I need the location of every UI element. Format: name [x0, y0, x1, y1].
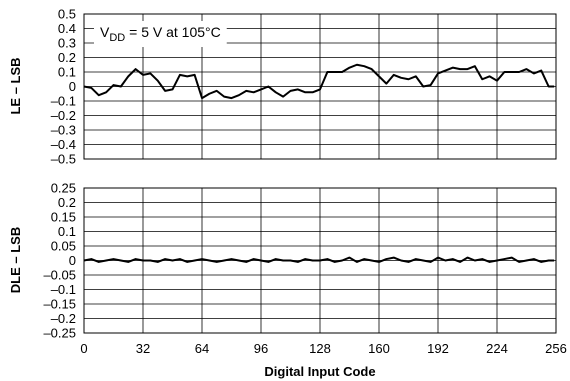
annotation-suffix: = 5 V at 105°C: [125, 24, 221, 40]
x-tick-label: 224: [486, 341, 508, 356]
y-tick-label: 0: [69, 79, 76, 94]
x-tick-label: 160: [368, 341, 390, 356]
y-tick-label: –0.05: [43, 268, 76, 283]
y-tick-label: 0.1: [58, 224, 76, 239]
y-tick-label: –0.25: [43, 326, 76, 341]
annotation-subscript: DD: [109, 32, 125, 44]
y-tick-label: –0.3: [51, 123, 76, 138]
x-tick-label: 96: [254, 341, 268, 356]
dle-series-line: [83, 256, 555, 263]
x-tick-label: 256: [545, 341, 567, 356]
le-chart-panel: 0.50.40.30.20.10–0.1–0.2–0.3–0.4–0.5 VDD…: [8, 7, 557, 167]
y-tick-label: –0.15: [43, 297, 76, 312]
y-tick-label: 0.15: [51, 210, 76, 225]
le-y-axis-label: LE – LSB: [8, 57, 23, 114]
le-annotation-box: VDD = 5 V at 105°C: [94, 21, 227, 47]
x-tick-label: 192: [427, 341, 449, 356]
y-tick-label: 0.5: [58, 7, 76, 22]
y-tick-label: –0.1: [51, 282, 76, 297]
y-tick-label: –0.2: [51, 108, 76, 123]
y-tick-label: –0.1: [51, 94, 76, 109]
y-tick-label: 0.3: [58, 36, 76, 51]
y-tick-label: –0.2: [51, 311, 76, 326]
y-tick-label: 0.05: [51, 239, 76, 254]
dle-chart-panel: 0.250.20.150.10.050–0.05–0.1–0.15–0.2–0.…: [8, 181, 567, 380]
dle-x-ticks: 0 32 64 96 128 160 192 224 256: [80, 341, 566, 356]
y-tick-label: –0.5: [51, 152, 76, 167]
x-tick-label: 64: [195, 341, 209, 356]
le-annotation-background: [94, 21, 227, 47]
y-tick-label: 0.4: [58, 21, 76, 36]
y-tick-label: 0.2: [58, 195, 76, 210]
y-tick-label: 0: [69, 253, 76, 268]
le-y-ticks: 0.50.40.30.20.10–0.1–0.2–0.3–0.4–0.5: [51, 7, 76, 167]
le-series-line: [83, 63, 555, 100]
y-tick-label: –0.4: [51, 137, 76, 152]
annotation-prefix: V: [100, 24, 110, 40]
dle-y-axis-label: DLE – LSB: [8, 227, 23, 293]
le-annotation-text: VDD = 5 V at 105°C: [100, 24, 221, 44]
x-tick-label: 128: [309, 341, 331, 356]
y-tick-label: 0.1: [58, 65, 76, 80]
x-axis-label: Digital Input Code: [264, 364, 375, 379]
dle-y-ticks: 0.250.20.150.10.050–0.05–0.1–0.15–0.2–0.…: [43, 181, 76, 341]
x-tick-label: 32: [136, 341, 150, 356]
y-tick-label: 0.2: [58, 50, 76, 65]
y-tick-label: 0.25: [51, 181, 76, 196]
x-tick-label: 0: [80, 341, 87, 356]
